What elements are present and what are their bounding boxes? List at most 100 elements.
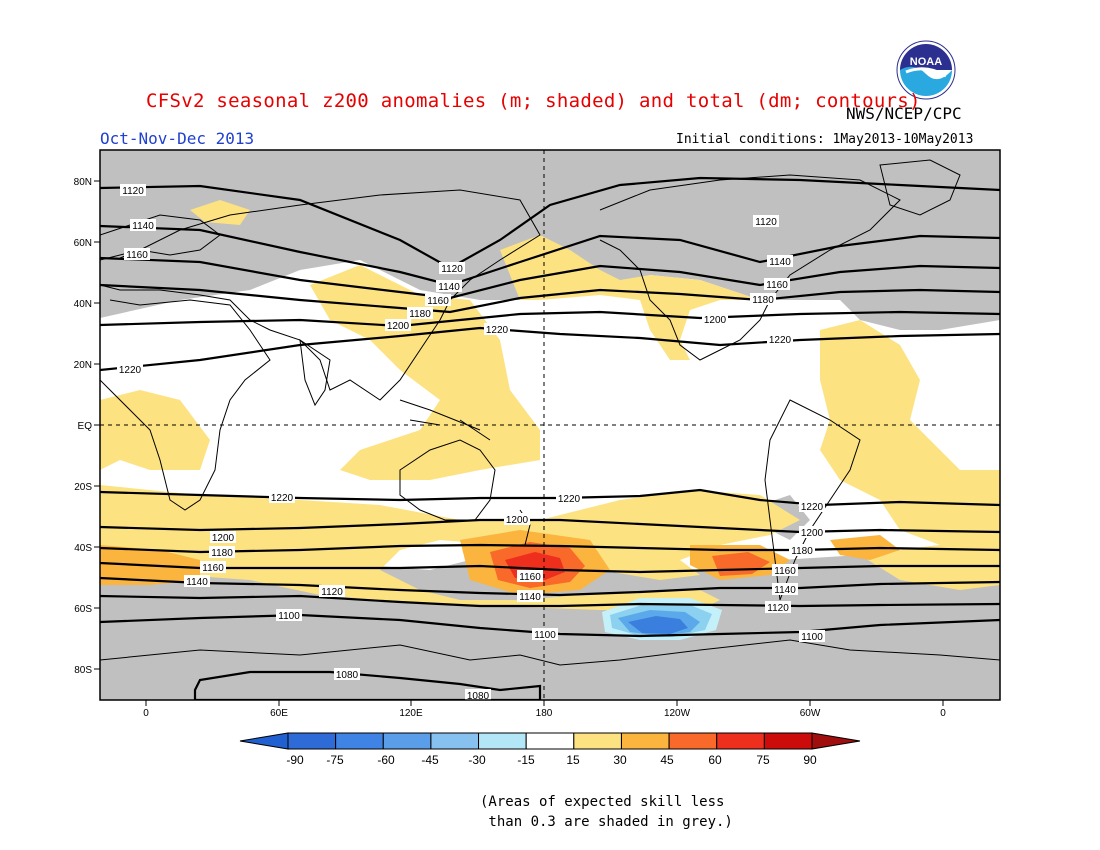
contour-label: 1180 [750,293,776,306]
svg-text:1180: 1180 [791,546,813,557]
colorbar-labels: -90 -75 -60 -45 -30 -15 15 30 45 60 75 9… [286,753,817,767]
svg-text:80S: 80S [74,665,92,676]
svg-text:1140: 1140 [438,282,460,293]
contour-label: 1080 [334,668,360,681]
colorbar-swatch [763,732,813,750]
contour-label: 1200 [799,526,825,539]
contour-label: 1200 [385,319,411,332]
contour-label: 1180 [789,544,815,557]
svg-text:1120: 1120 [321,587,343,598]
lat-tick: 40S [74,543,100,554]
svg-text:1220: 1220 [486,325,509,336]
contour-1220-nh [100,326,1000,372]
svg-text:60W: 60W [800,708,821,719]
contour-label: 1140 [772,583,798,596]
contour-1160-nh [100,256,1000,300]
contour-label: 1220 [556,492,582,505]
svg-text:1200: 1200 [801,528,824,539]
latitude-axis: 80N 60N 40N 20N EQ 20S 40S 60S 80S [74,177,100,676]
colorbar-swatch [525,732,575,750]
contour-label: 1140 [436,280,462,293]
svg-text:1120: 1120 [755,217,777,228]
svg-text:1220: 1220 [769,335,792,346]
contour-1080-sh [193,670,542,700]
svg-text:1180: 1180 [211,548,233,559]
initial-conditions: Initial conditions: 1May2013-10May2013 [676,132,974,147]
contour-label: 1220 [117,363,143,376]
agency-label: NWS/NCEP/CPC [846,104,962,123]
lat-tick: EQ [78,421,100,432]
colorbar-swatch [573,732,622,750]
contour-label: 1140 [130,219,156,232]
india-outline [299,338,331,407]
contour-label: 1120 [319,585,345,598]
maritime-islands [399,399,491,441]
colorbar-swatch [478,732,527,750]
svg-text:80N: 80N [74,177,92,188]
map-plot-area: 1120 1140 1160 1120 1120 1140 1160 1180 … [100,150,1000,702]
svg-text:1220: 1220 [801,502,824,513]
noaa-logo: NOAA [896,40,956,100]
svg-text:120W: 120W [664,708,691,719]
contour-1140-nh [100,224,1000,287]
coastlines [100,159,1000,666]
colorbar-label: -45 [421,753,439,767]
contour-label: 1140 [767,255,793,268]
lon-tick: 60W [800,700,821,719]
contour-label: 1200 [210,531,236,544]
colorbar-swatch [430,732,480,750]
svg-text:20S: 20S [74,482,92,493]
colorbar-label: -90 [286,753,304,767]
contour-label: 1220 [799,500,825,513]
contour-label-group: 1120 1140 1160 1120 1120 1140 1160 1180 … [117,184,825,702]
negative-anomaly-region [602,598,722,640]
svg-text:NOAA: NOAA [910,56,942,68]
lon-tick: 120W [664,700,691,719]
colorbar-label: 30 [613,753,627,767]
colorbar-label: 45 [660,753,674,767]
svg-text:1220: 1220 [558,494,581,505]
contour-label: 1100 [799,630,825,643]
colorbar-end-left [239,732,289,750]
colorbar-label: -60 [377,753,395,767]
svg-text:1140: 1140 [132,221,154,232]
svg-text:1160: 1160 [126,250,148,261]
lon-tick: 0 [940,700,946,719]
contour-label: 1120 [765,601,791,614]
svg-text:1160: 1160 [202,563,224,574]
svg-text:1100: 1100 [801,632,823,643]
contour-label: 1160 [764,278,790,291]
contour-label: 1160 [517,570,543,583]
svg-text:1080: 1080 [467,691,490,702]
svg-text:1140: 1140 [186,577,208,588]
reference-lines [100,150,1000,700]
contour-label: 1160 [124,248,150,261]
colorbar-swatch [620,732,670,750]
contour-1120-sh [100,594,1000,608]
lat-tick: 80N [74,177,100,188]
contour-1100-sh [100,613,1000,638]
greenland-outline [879,159,961,216]
colorbar-label: 75 [756,753,770,767]
colorbar-label: 90 [803,753,817,767]
contour-1140-sh [100,576,1000,597]
colorbar-label: 60 [708,753,722,767]
contour-label: 1120 [439,262,465,275]
contour-label: 1140 [517,590,543,603]
lon-tick: 120E [399,700,423,719]
svg-text:40S: 40S [74,543,92,554]
contour-label: 1120 [120,184,146,197]
forecast-period: Oct-Nov-Dec 2013 [100,129,255,148]
south-america-outline [764,399,861,601]
contour-1160-sh [100,561,1000,574]
colorbar-swatch [287,732,337,750]
lon-tick: 0 [143,700,149,719]
colorbar-label: -75 [326,753,344,767]
contour-1200-nh [100,310,1000,328]
svg-text:1180: 1180 [752,295,774,306]
colorbar: -90 -75 -60 -45 -30 -15 15 30 45 60 75 9… [239,732,861,767]
contour-label: 1200 [504,513,530,526]
svg-text:1160: 1160 [427,296,449,307]
contour-label: 1100 [532,628,558,641]
antarctica-outline [100,639,1000,666]
